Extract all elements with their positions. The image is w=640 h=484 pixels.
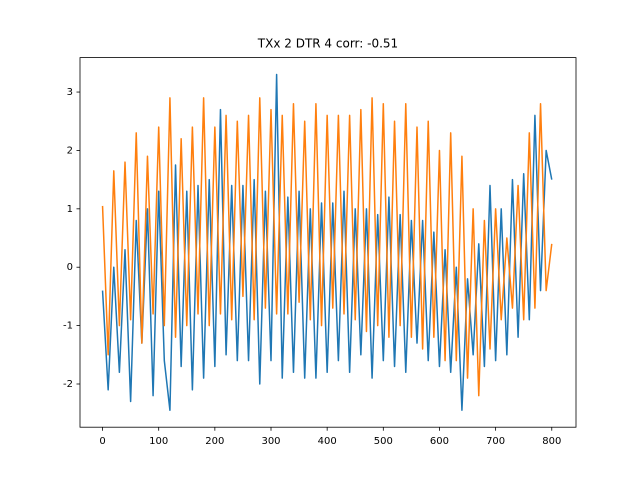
y-tick-label: -2 [63,379,73,390]
line-series [101,73,553,412]
y-tick-label: 2 [67,145,73,156]
x-tick-label: 800 [542,436,561,447]
y-tick-label: 0 [67,262,73,273]
x-tick-label: 600 [430,436,449,447]
plot-area [101,73,553,412]
x-tick-label: 0 [99,436,105,447]
x-tick-label: 200 [205,436,224,447]
line-series [101,97,553,397]
x-tick-label: 700 [486,436,505,447]
x-tick-label: 400 [318,436,337,447]
x-tick-label: 500 [374,436,393,447]
x-tick-label: 300 [261,436,280,447]
y-tick-label: 3 [67,87,73,98]
axes-frame [79,57,577,428]
y-tick-label: 1 [67,204,73,215]
x-tick-label: 100 [149,436,168,447]
y-tick-label: -1 [63,321,73,332]
chart-title: TXx 2 DTR 4 corr: -0.51 [257,37,398,51]
